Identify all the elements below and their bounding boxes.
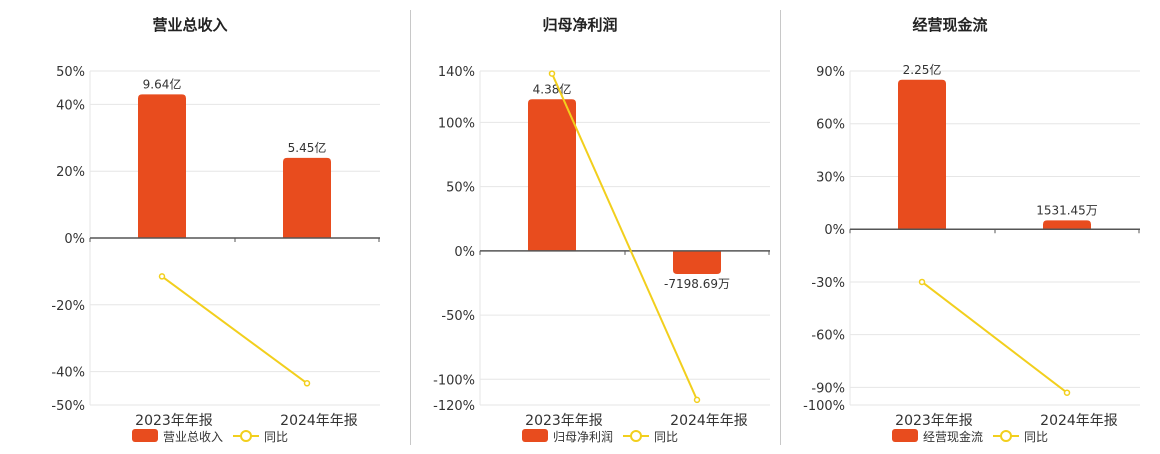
legend-bar-swatch — [892, 429, 918, 442]
yoy-point — [1063, 389, 1071, 396]
y-tick-label: -100% — [803, 399, 845, 414]
y-tick-label: 0% — [64, 232, 85, 247]
legend-bar-label: 经营现金流 — [923, 429, 983, 444]
bar — [1043, 220, 1091, 230]
legend-bar-label: 归母净利润 — [553, 430, 613, 444]
bar-data-label: -7198.69万 — [664, 277, 730, 291]
revenue-chart-panel: 营业总收入 50% 40% 20% 0% -20% -40% -50% 9.64亿 5.45亿 2… — [0, 0, 380, 450]
legend-line-label: 同比 — [1024, 430, 1048, 444]
legend-line-marker — [240, 430, 252, 442]
bar — [138, 94, 186, 238]
y-tick-label: 100% — [438, 116, 475, 131]
bar — [898, 79, 946, 230]
yoy-point — [693, 396, 701, 404]
bar — [283, 157, 331, 238]
y-tick-label: 20% — [56, 165, 85, 180]
bar-data-label: 4.38亿 — [533, 81, 572, 96]
legend-line-marker — [1000, 430, 1012, 442]
chart-title: 营业总收入 — [152, 16, 228, 34]
net-profit-chart-panel: 归母净利润 140% 100% 50% 0% -50% -100% -120% 4.38亿 -7… — [390, 0, 770, 450]
yoy-point — [918, 278, 926, 286]
y-tick-label: 0% — [824, 223, 845, 238]
panel-divider — [410, 10, 411, 445]
y-tick-label: 50% — [56, 65, 85, 80]
y-tick-label: -60% — [811, 329, 845, 344]
x-tick-label: 2024年年报 — [670, 413, 748, 429]
y-tick-label: -30% — [811, 276, 845, 291]
y-tick-label: -40% — [51, 366, 85, 381]
net-profit-chart: 140% 100% 50% 0% -50% -100% -120% 4.38亿 -7198.69… — [433, 65, 770, 444]
panel-divider — [780, 10, 781, 445]
y-tick-label: 30% — [816, 170, 845, 185]
y-tick-label: -50% — [441, 309, 475, 324]
bar-data-label: 2.25亿 — [903, 62, 942, 77]
y-tick-label: -120% — [433, 399, 475, 414]
y-tick-label: -50% — [51, 399, 85, 414]
yoy-line — [161, 275, 308, 385]
yoy-point — [548, 70, 556, 77]
y-tick-label: -20% — [51, 299, 85, 314]
cash-flow-chart: 90% 60% 30% 0% -30% -60% -90% -100% 2.25亿 1531.45… — [803, 62, 1140, 444]
revenue-chart: 50% 40% 20% 0% -20% -40% -50% 9.64亿 5.45亿 2023年年报… — [51, 65, 380, 444]
bar-data-label: 9.64亿 — [143, 76, 182, 91]
x-tick-label: 2023年年报 — [135, 413, 213, 429]
x-tick-label: 2023年年报 — [895, 413, 973, 429]
y-tick-label: -100% — [433, 373, 475, 388]
x-tick-label: 2024年年报 — [1040, 413, 1118, 429]
y-tick-label: 50% — [446, 181, 475, 196]
bar — [673, 250, 721, 274]
bar-data-label: 1531.45万 — [1036, 203, 1098, 217]
legend-line-label: 同比 — [264, 430, 288, 444]
x-tick-label: 2023年年报 — [525, 413, 603, 429]
x-tick-label: 2024年年报 — [280, 413, 358, 429]
yoy-line — [551, 73, 698, 401]
y-tick-label: 140% — [438, 65, 475, 80]
y-tick-label: 0% — [454, 245, 475, 260]
y-tick-label: -90% — [811, 381, 845, 396]
chart-title: 归母净利润 — [542, 16, 618, 34]
legend-line-marker — [630, 430, 642, 442]
legend-bar-label: 营业总收入 — [163, 430, 223, 444]
cash-flow-chart-panel: 经营现金流 90% 60% 30% 0% -30% -60% -90% -100% 2.25亿 1… — [760, 0, 1140, 450]
legend-bar-swatch — [132, 429, 158, 442]
yoy-line — [921, 281, 1068, 394]
bar-data-label: 5.45亿 — [288, 140, 327, 155]
y-tick-label: 60% — [816, 118, 845, 133]
legend-bar-swatch — [522, 429, 548, 442]
y-tick-label: 40% — [56, 98, 85, 113]
yoy-point — [158, 273, 166, 280]
legend-line-label: 同比 — [654, 430, 678, 444]
yoy-point — [303, 380, 311, 387]
y-tick-label: 90% — [816, 65, 845, 80]
bar — [528, 99, 576, 251]
chart-title: 经营现金流 — [912, 16, 988, 34]
